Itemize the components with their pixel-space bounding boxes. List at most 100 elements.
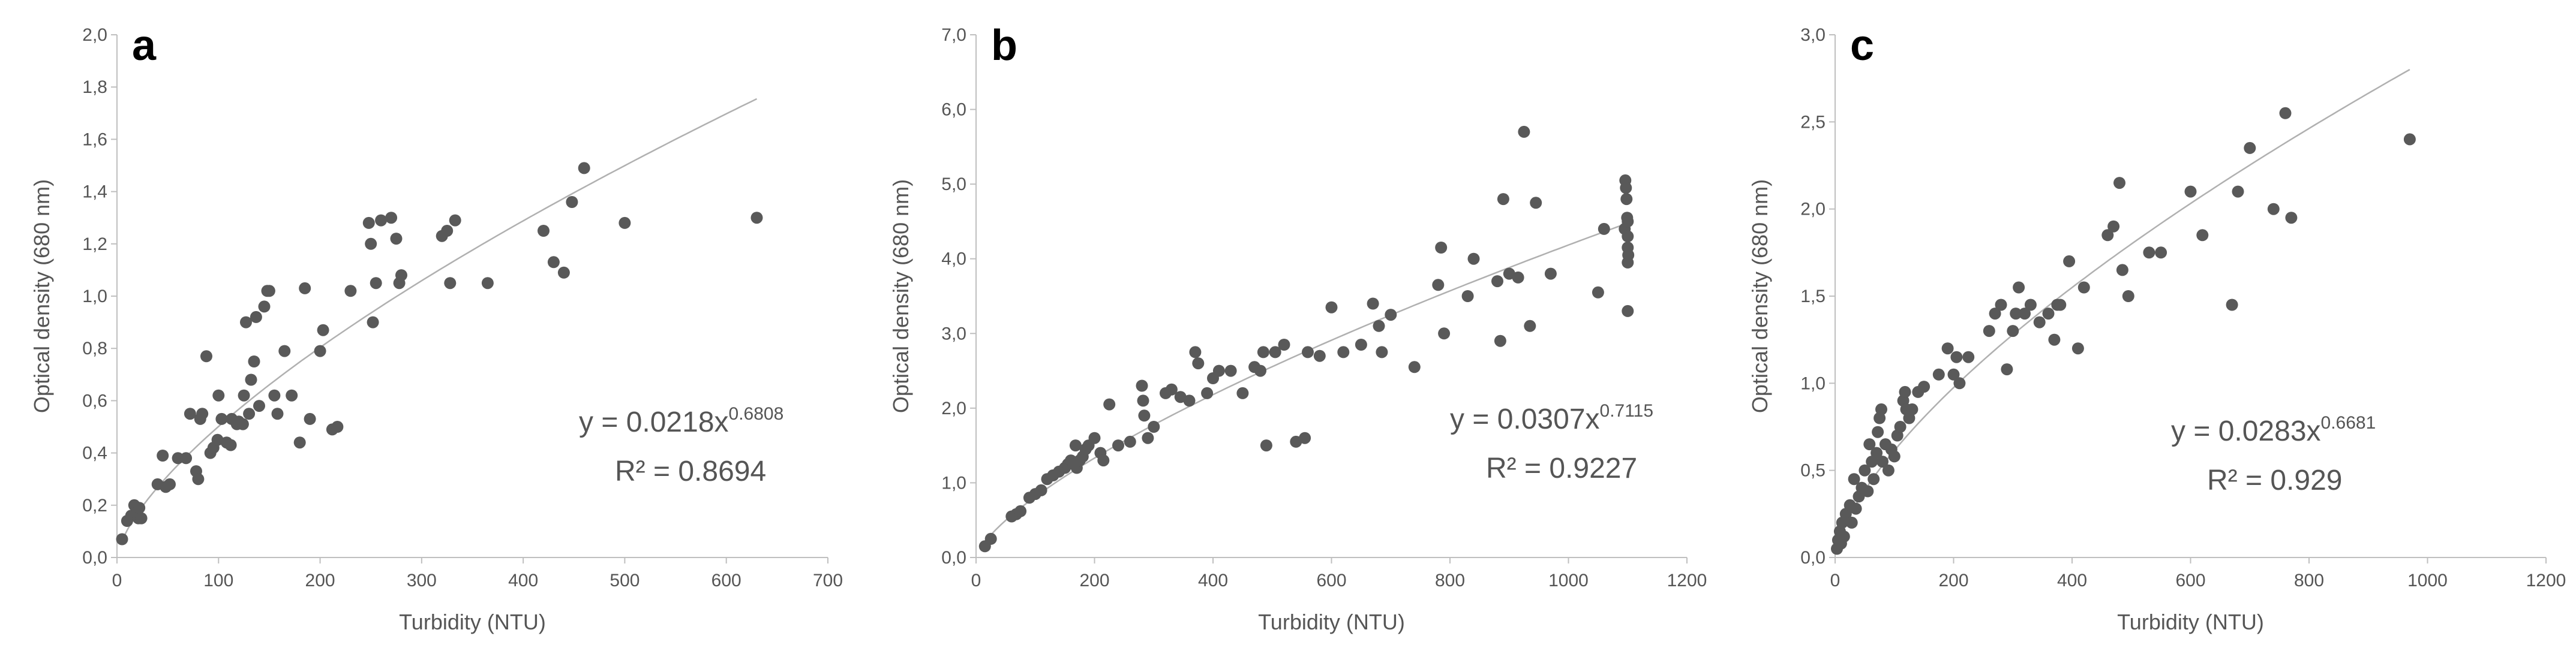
y-tick-label: 5,0 bbox=[941, 174, 966, 194]
data-point bbox=[263, 285, 275, 297]
data-point bbox=[1278, 339, 1290, 351]
data-point bbox=[1355, 339, 1367, 351]
x-tick-label: 500 bbox=[610, 571, 640, 590]
data-point bbox=[2107, 220, 2120, 233]
data-point bbox=[1491, 275, 1503, 288]
data-point bbox=[1325, 301, 1338, 314]
data-point bbox=[164, 478, 176, 490]
data-point bbox=[1622, 215, 1634, 228]
x-tick-label: 1200 bbox=[2526, 571, 2566, 590]
chart-panel-a: 0,0 0,2 0,4 0,6 0,8 1,0 1,2 1,4 1,6 1,8 2,0 0 100 200… bbox=[0, 0, 858, 657]
x-tick-label: 300 bbox=[407, 571, 437, 590]
data-point bbox=[253, 400, 265, 412]
data-point bbox=[2024, 299, 2037, 311]
data-point bbox=[236, 418, 249, 430]
data-point bbox=[1014, 505, 1027, 517]
data-point bbox=[547, 256, 560, 269]
data-point bbox=[1408, 361, 1421, 373]
data-point bbox=[385, 212, 398, 224]
data-point bbox=[2013, 281, 2025, 294]
data-point bbox=[1103, 398, 1116, 411]
data-point bbox=[200, 350, 212, 363]
data-point bbox=[1620, 193, 1633, 206]
data-point bbox=[1850, 502, 1862, 515]
data-point bbox=[1918, 381, 1931, 393]
data-point bbox=[212, 389, 225, 402]
x-tick-label: 600 bbox=[1316, 571, 1346, 590]
scatter-chart-c: 0,0 0,5 1,0 1,5 2,0 2,5 3,0 0 200 400 600 800 1000 12… bbox=[1748, 22, 2566, 634]
data-point bbox=[441, 225, 454, 237]
data-point bbox=[1906, 403, 1919, 415]
x-tick-label: 400 bbox=[508, 571, 538, 590]
trend-equation-c: y = 0.0283x0.6681 bbox=[2171, 413, 2376, 447]
data-point bbox=[1544, 267, 1557, 280]
data-point bbox=[2279, 107, 2292, 119]
data-point bbox=[1494, 334, 1506, 347]
data-point bbox=[299, 282, 311, 294]
data-point bbox=[619, 216, 631, 229]
data-point bbox=[2042, 308, 2055, 320]
data-point bbox=[1871, 447, 1883, 459]
data-point bbox=[538, 225, 550, 237]
x-tick-label: 200 bbox=[305, 571, 335, 590]
data-point bbox=[1848, 473, 1860, 486]
data-point bbox=[1497, 193, 1509, 206]
data-point bbox=[1137, 394, 1149, 407]
data-point bbox=[1512, 271, 1524, 284]
data-point bbox=[1438, 327, 1451, 340]
chart-panel-c: 0,0 0,5 1,0 1,5 2,0 2,5 3,0 0 200 400 600 800 1000 12… bbox=[1718, 0, 2576, 657]
data-point bbox=[1269, 346, 1281, 358]
data-point bbox=[1859, 464, 1871, 477]
y-tick-label: 1,4 bbox=[82, 182, 107, 202]
data-point bbox=[2155, 246, 2167, 259]
data-point bbox=[1138, 409, 1151, 422]
y-tick-label: 0,5 bbox=[1800, 461, 1826, 481]
panel-label-a: a bbox=[132, 22, 157, 70]
x-tick-label: 800 bbox=[1435, 571, 1465, 590]
data-point bbox=[215, 412, 228, 425]
y-tick-label: 0,0 bbox=[941, 548, 966, 568]
data-point bbox=[1097, 454, 1110, 467]
x-tick-label: 400 bbox=[2057, 571, 2087, 590]
trend-equation-b: y = 0.0307x0.7115 bbox=[1450, 401, 1653, 435]
y-axis-title-c: Optical density (680 nm) bbox=[1748, 179, 1772, 413]
data-point bbox=[375, 214, 388, 227]
data-point bbox=[1302, 346, 1314, 358]
y-tick-label: 2,0 bbox=[1800, 200, 1826, 219]
data-point bbox=[248, 355, 260, 367]
y-tick-label: 2,0 bbox=[82, 25, 107, 45]
data-point bbox=[2077, 281, 2090, 294]
data-point bbox=[1622, 230, 1634, 243]
y-tick-label: 2,0 bbox=[941, 399, 966, 418]
data-point bbox=[304, 412, 316, 425]
y-tick-label: 0,2 bbox=[82, 496, 107, 516]
data-point bbox=[449, 214, 461, 227]
data-point bbox=[1882, 464, 1895, 477]
data-point bbox=[2184, 185, 2197, 198]
data-point bbox=[1875, 403, 1887, 415]
data-point bbox=[2054, 299, 2067, 311]
data-point bbox=[2226, 299, 2238, 311]
y-tick-label: 1,6 bbox=[82, 129, 107, 149]
data-point bbox=[370, 277, 382, 290]
x-tick-label: 0 bbox=[1830, 571, 1841, 590]
data-point bbox=[362, 216, 375, 229]
data-point bbox=[2063, 255, 2076, 267]
y-axis-title-a: Optical density (680 nm) bbox=[29, 179, 54, 413]
y-tick-label: 2,5 bbox=[1800, 112, 1826, 132]
data-point bbox=[2232, 185, 2244, 198]
x-tick-label: 1000 bbox=[1548, 571, 1589, 590]
x-tick-label: 700 bbox=[813, 571, 843, 590]
r-squared-a: R² = 0.8694 bbox=[615, 456, 766, 487]
data-point bbox=[1518, 125, 1530, 138]
data-point bbox=[1862, 485, 1874, 498]
data-point bbox=[180, 452, 193, 465]
data-point bbox=[2403, 133, 2416, 146]
y-tick-label: 0,0 bbox=[82, 548, 107, 568]
data-point bbox=[243, 408, 256, 420]
data-point bbox=[1254, 364, 1266, 377]
y-tick-label: 6,0 bbox=[941, 100, 966, 120]
x-axis-title-b: Turbidity (NTU) bbox=[1258, 610, 1405, 634]
data-point bbox=[116, 533, 128, 546]
y-tick-label: 0,0 bbox=[1800, 548, 1826, 568]
